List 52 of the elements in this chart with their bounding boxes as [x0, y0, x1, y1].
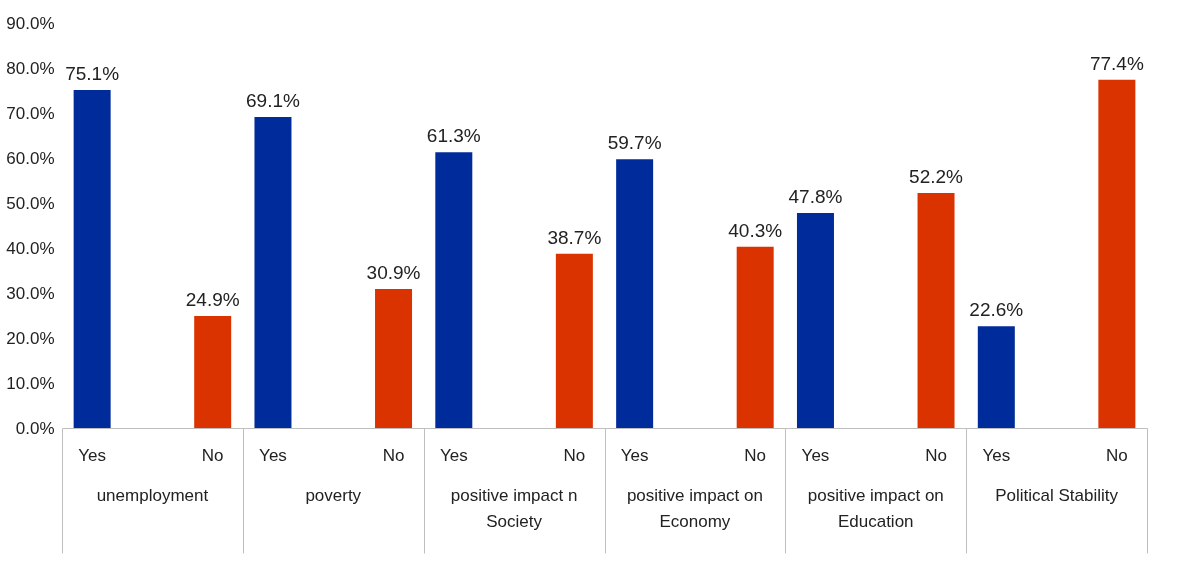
data-label: 75.1%	[65, 63, 120, 85]
y-tick-label: 40.0%	[6, 238, 55, 258]
y-tick-label: 50.0%	[6, 193, 55, 213]
bar	[1098, 79, 1136, 428]
text: No	[1105, 446, 1128, 465]
series-label: Yes	[78, 446, 107, 465]
y-tick-label: 90.0%	[6, 13, 55, 33]
y-tick-label: 70.0%	[6, 103, 55, 123]
bar	[254, 117, 292, 428]
bar	[917, 193, 955, 428]
bar	[375, 288, 413, 428]
data-label: 24.9%	[185, 288, 240, 310]
data-label: 47.8%	[788, 185, 843, 207]
bar	[194, 315, 232, 428]
text: Yes	[439, 446, 468, 465]
x-tick-label: positive impact on Education	[807, 486, 944, 531]
text: No	[563, 446, 586, 465]
text: No	[382, 446, 405, 465]
y-tick-label: 60.0%	[6, 148, 55, 168]
data-label: 40.3%	[728, 219, 783, 241]
y-tick-label: 20.0%	[6, 328, 55, 348]
data-label: 77.4%	[1089, 52, 1144, 74]
x-tick-label: unemployment	[96, 486, 209, 505]
bar	[616, 159, 654, 428]
text: Yes	[620, 446, 649, 465]
x-tick-label: positive impact n Society	[450, 486, 578, 531]
y-tick-label: 80.0%	[6, 58, 55, 78]
bar	[555, 253, 593, 428]
data-label: 38.7%	[547, 226, 602, 248]
x-tick-label: positive impact on Economy	[626, 486, 763, 531]
bar	[977, 326, 1015, 428]
data-label: 52.2%	[909, 166, 964, 188]
bar	[73, 90, 111, 428]
data-label: 69.1%	[246, 90, 301, 112]
y-tick-label: 0.0%	[15, 418, 55, 438]
y-tick-label: 10.0%	[6, 373, 55, 393]
y-tick-label: 30.0%	[6, 283, 55, 303]
data-label: 61.3%	[426, 125, 481, 147]
series-label: No	[201, 446, 224, 465]
text: No	[744, 446, 767, 465]
text: Yes	[259, 446, 287, 465]
data-label: 30.9%	[366, 261, 421, 283]
x-tick-label: Political Stability	[995, 486, 1119, 505]
data-label: 59.7%	[607, 132, 662, 154]
bar	[796, 212, 834, 428]
data-label: 22.6%	[969, 299, 1024, 321]
text: Yes	[982, 446, 1011, 465]
bar	[435, 152, 473, 428]
text: No	[925, 446, 947, 465]
bar	[736, 246, 774, 428]
x-tick-label: poverty	[305, 486, 362, 505]
text: Yes	[801, 446, 830, 465]
